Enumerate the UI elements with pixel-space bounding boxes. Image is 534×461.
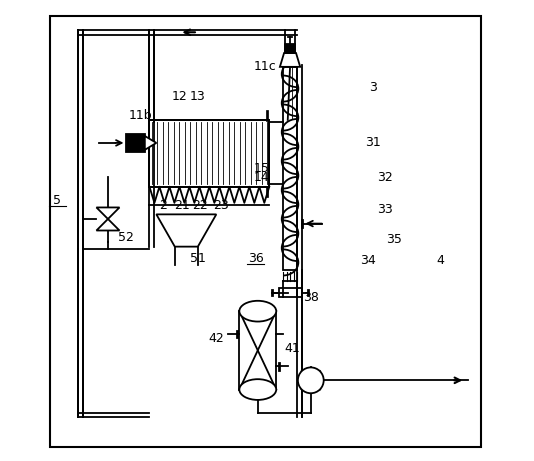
Text: 21: 21 — [174, 199, 190, 212]
Polygon shape — [156, 214, 216, 247]
Text: 11c: 11c — [253, 60, 276, 73]
Text: 36: 36 — [248, 252, 263, 265]
Text: 23: 23 — [213, 199, 229, 212]
Polygon shape — [97, 219, 120, 230]
Ellipse shape — [239, 379, 276, 400]
Text: 38: 38 — [303, 291, 319, 304]
Text: 4: 4 — [436, 254, 444, 267]
Text: 52: 52 — [119, 231, 135, 244]
Bar — [279, 288, 302, 297]
Text: 14: 14 — [254, 171, 269, 184]
Text: 33: 33 — [376, 203, 392, 216]
Text: 32: 32 — [376, 171, 392, 184]
Text: 3: 3 — [369, 81, 377, 94]
Text: 41: 41 — [285, 342, 300, 355]
Text: 15: 15 — [254, 162, 270, 175]
Text: 51: 51 — [190, 252, 206, 265]
Ellipse shape — [239, 301, 276, 322]
Bar — [283, 67, 297, 270]
Bar — [150, 120, 269, 187]
Text: 13: 13 — [190, 90, 206, 103]
Text: 1: 1 — [132, 141, 139, 154]
Text: 35: 35 — [386, 233, 402, 246]
Text: 11b: 11b — [128, 109, 152, 122]
Polygon shape — [145, 136, 156, 150]
Text: 5: 5 — [53, 194, 61, 207]
Bar — [211, 286, 468, 420]
Polygon shape — [280, 53, 300, 67]
Text: 31: 31 — [365, 136, 381, 149]
Circle shape — [298, 367, 324, 393]
Text: 2: 2 — [159, 199, 167, 212]
Text: 34: 34 — [360, 254, 376, 267]
Polygon shape — [97, 207, 120, 219]
Text: 42: 42 — [208, 332, 224, 345]
Text: 12: 12 — [171, 90, 187, 103]
Bar — [127, 134, 145, 152]
Bar — [286, 44, 295, 53]
Text: 22: 22 — [192, 199, 208, 212]
Bar — [150, 120, 269, 187]
Bar — [76, 141, 211, 258]
